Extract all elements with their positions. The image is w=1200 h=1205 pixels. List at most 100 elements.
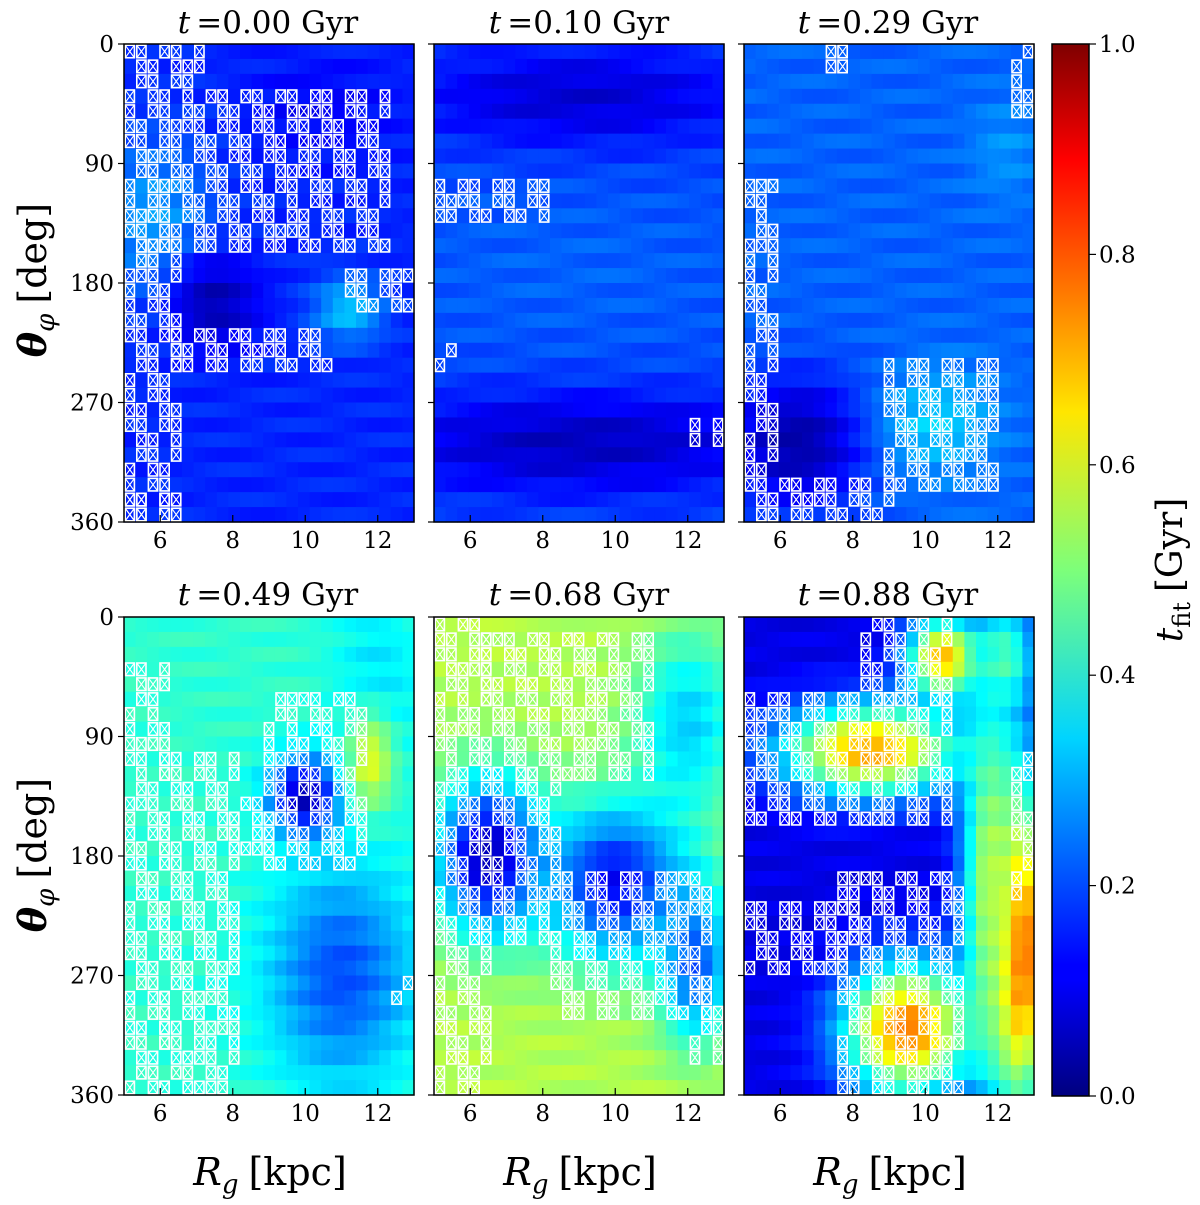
heatmap-cell <box>158 975 171 992</box>
heatmap-cell <box>712 447 725 463</box>
heatmap-cell <box>619 915 632 932</box>
heatmap-cell <box>321 1020 334 1036</box>
heatmap-cell <box>379 915 392 932</box>
heatmap-cell <box>367 721 380 738</box>
hatched-cell <box>906 432 918 447</box>
heatmap-cell <box>228 661 241 678</box>
heatmap-cell <box>124 885 137 902</box>
heatmap-cell <box>573 148 586 165</box>
heatmap-cell <box>666 268 679 284</box>
heatmap-cell <box>918 58 931 75</box>
heatmap-cell <box>836 283 849 299</box>
heatmap-cell <box>689 841 702 857</box>
heatmap-cell <box>608 103 621 120</box>
heatmap-cell <box>584 342 597 359</box>
x-tick-label: 12 <box>363 1101 392 1127</box>
heatmap-cell <box>860 238 873 254</box>
heatmap-cell <box>689 357 702 374</box>
heatmap-cell <box>999 44 1012 60</box>
heatmap-cell <box>573 885 586 902</box>
heatmap-cell <box>158 432 171 448</box>
heatmap-cell <box>193 163 206 180</box>
heatmap-cell <box>492 223 505 239</box>
heatmap-cell <box>492 208 505 224</box>
heatmap-cell <box>700 661 713 678</box>
heatmap-cell <box>251 58 264 75</box>
heatmap-cell <box>929 357 942 374</box>
heatmap-cell <box>356 885 369 902</box>
heatmap-cell <box>631 58 644 75</box>
heatmap-cell <box>906 73 919 90</box>
hatched-cell <box>333 134 344 149</box>
heatmap-cell <box>205 477 218 493</box>
heatmap-cell <box>182 462 195 478</box>
heatmap-cell <box>813 357 826 374</box>
heatmap-cell <box>654 915 667 932</box>
heatmap-cell <box>700 766 713 782</box>
heatmap-cell <box>251 915 264 932</box>
heatmap-cell <box>677 646 690 663</box>
heatmap-cell <box>666 238 679 254</box>
heatmap-cell <box>298 915 311 932</box>
heatmap-cell <box>309 432 322 448</box>
heatmap-cell <box>216 691 229 708</box>
x-tick-label: 12 <box>673 528 702 554</box>
heatmap-cell <box>836 462 849 478</box>
hatched-cell <box>333 238 344 253</box>
hatched-cell <box>367 208 379 223</box>
heatmap-cell <box>802 432 815 448</box>
heatmap-cell <box>321 432 334 448</box>
heatmap-cell <box>445 617 458 633</box>
hatched-cell <box>767 432 779 447</box>
heatmap-cell <box>619 447 632 463</box>
heatmap-cell <box>918 253 931 269</box>
hatched-cell <box>124 44 136 59</box>
heatmap-cell <box>561 193 574 209</box>
heatmap-cell <box>642 387 655 404</box>
heatmap-cell <box>608 462 621 478</box>
heatmap-cell <box>321 1065 334 1081</box>
heatmap-cell <box>642 208 655 224</box>
heatmap-cell <box>999 462 1012 478</box>
hatched-cell <box>837 507 848 522</box>
heatmap-cell <box>344 44 357 60</box>
heatmap-cell <box>929 447 942 463</box>
hatched-cell <box>136 507 147 522</box>
hatched-cell <box>492 178 504 193</box>
heatmap-cell <box>445 103 458 120</box>
heatmap-cell <box>503 432 516 448</box>
heatmap-cell <box>309 617 322 633</box>
heatmap-cell <box>228 372 241 389</box>
heatmap-cell <box>1010 507 1023 523</box>
heatmap-cell <box>503 268 516 284</box>
hatched-cell <box>124 104 136 119</box>
heatmap-cell <box>390 781 403 797</box>
heatmap-cell <box>216 283 229 299</box>
heatmap-cell <box>767 387 780 404</box>
heatmap-cell <box>515 975 528 992</box>
heatmap-cell <box>654 283 667 299</box>
heatmap-cell <box>228 477 241 493</box>
hatched-cell <box>344 104 356 119</box>
heatmap-cell <box>642 781 655 797</box>
heatmap-cell <box>790 163 803 180</box>
heatmap-cell <box>135 1005 148 1021</box>
heatmap-cell <box>240 208 253 224</box>
heatmap-cell <box>402 133 415 150</box>
heatmap-cell <box>538 118 551 135</box>
heatmap-cell <box>550 447 563 463</box>
heatmap-cell <box>976 402 989 419</box>
heatmap-cell <box>677 342 690 359</box>
heatmap-cell <box>860 133 873 150</box>
heatmap-cell <box>379 133 392 150</box>
heatmap-cell <box>871 297 884 314</box>
heatmap-cell <box>468 88 481 105</box>
heatmap-cell <box>503 1035 516 1051</box>
heatmap-cell <box>503 1020 516 1036</box>
heatmap-cell <box>1022 268 1035 284</box>
heatmap-cell <box>147 631 160 648</box>
heatmap-cell <box>193 676 206 693</box>
heatmap-cell <box>251 990 264 1006</box>
heatmap-cell <box>147 133 160 150</box>
heatmap-cell <box>825 178 838 194</box>
